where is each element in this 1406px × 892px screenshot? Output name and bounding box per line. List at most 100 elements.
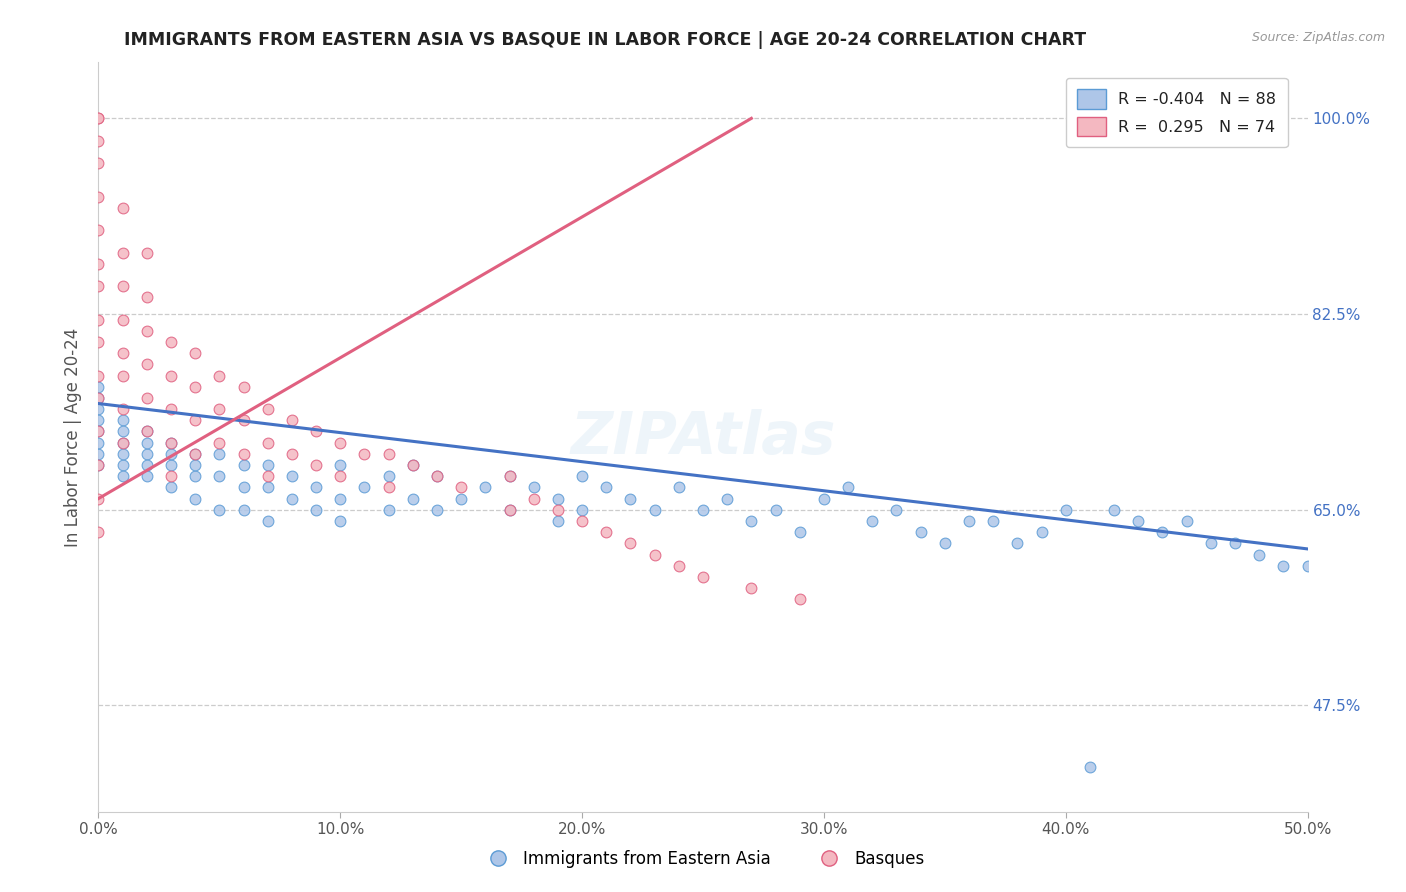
Point (111, 447, 134, 461)
Point (256, 458, 278, 472)
Point (111, 312, 134, 326)
Point (111, 346, 134, 360)
Point (160, 402, 183, 417)
Point (1152, 525, 1174, 540)
Point (692, 502, 714, 516)
Point (377, 480, 399, 494)
Point (160, 368, 183, 383)
Point (184, 346, 207, 360)
Point (426, 469, 449, 483)
Point (305, 480, 328, 494)
Point (281, 469, 304, 483)
Point (87, 334, 110, 349)
Point (135, 245, 157, 260)
Point (256, 435, 278, 450)
Point (886, 502, 908, 516)
Point (450, 491, 472, 506)
Point (111, 435, 134, 450)
Point (87, 425, 110, 439)
Point (595, 480, 617, 494)
Point (135, 469, 157, 483)
Point (329, 491, 352, 506)
Point (208, 435, 231, 450)
Point (87, 279, 110, 293)
Point (256, 469, 278, 483)
Point (87, 380, 110, 394)
Point (111, 458, 134, 472)
Point (281, 447, 304, 461)
Point (981, 514, 1004, 528)
Point (1223, 536, 1246, 550)
Point (934, 536, 956, 550)
Point (281, 491, 304, 506)
Point (547, 514, 569, 528)
Point (135, 458, 157, 472)
Y-axis label: In Labor Force | Age 20-24: In Labor Force | Age 20-24 (65, 327, 83, 547)
Point (87, 156, 110, 170)
Point (305, 458, 328, 472)
Point (208, 447, 231, 461)
Point (135, 447, 157, 461)
Point (160, 447, 183, 461)
Point (160, 469, 183, 483)
Point (87, 458, 110, 472)
Point (111, 368, 134, 383)
Point (184, 413, 207, 427)
Point (87, 112, 110, 126)
Point (329, 514, 352, 528)
Point (87, 189, 110, 203)
Point (498, 502, 520, 516)
Point (377, 447, 399, 461)
Point (329, 458, 352, 472)
Point (184, 447, 207, 461)
Point (184, 469, 207, 483)
Point (208, 402, 231, 417)
Point (474, 480, 496, 494)
Point (644, 502, 666, 516)
Point (1175, 514, 1198, 528)
Point (957, 514, 980, 528)
Point (87, 435, 110, 450)
Point (498, 469, 520, 483)
Point (87, 391, 110, 405)
Point (523, 491, 546, 506)
Point (571, 514, 593, 528)
Point (232, 413, 254, 427)
Point (232, 480, 254, 494)
Point (160, 435, 183, 450)
Point (208, 469, 231, 483)
Point (1272, 558, 1295, 573)
Point (135, 290, 157, 304)
Point (87, 447, 110, 461)
Point (160, 480, 183, 494)
Point (87, 112, 110, 126)
Point (160, 458, 183, 472)
Point (160, 435, 183, 450)
Text: Source: ZipAtlas.com: Source: ZipAtlas.com (1251, 31, 1385, 45)
Point (111, 201, 134, 215)
Point (377, 502, 399, 516)
Point (402, 458, 425, 472)
Point (281, 413, 304, 427)
Point (668, 480, 690, 494)
Point (402, 458, 425, 472)
Point (111, 435, 134, 450)
Point (87, 312, 110, 326)
Point (353, 447, 375, 461)
Point (716, 491, 738, 506)
Point (523, 480, 546, 494)
Point (910, 525, 932, 540)
Point (595, 525, 617, 540)
Point (571, 502, 593, 516)
Point (256, 402, 278, 417)
Point (571, 469, 593, 483)
Point (184, 447, 207, 461)
Point (498, 502, 520, 516)
Point (135, 324, 157, 338)
Point (135, 391, 157, 405)
Point (1031, 525, 1053, 540)
Point (1128, 514, 1150, 528)
Point (1007, 536, 1029, 550)
Point (111, 413, 134, 427)
Point (1249, 548, 1271, 562)
